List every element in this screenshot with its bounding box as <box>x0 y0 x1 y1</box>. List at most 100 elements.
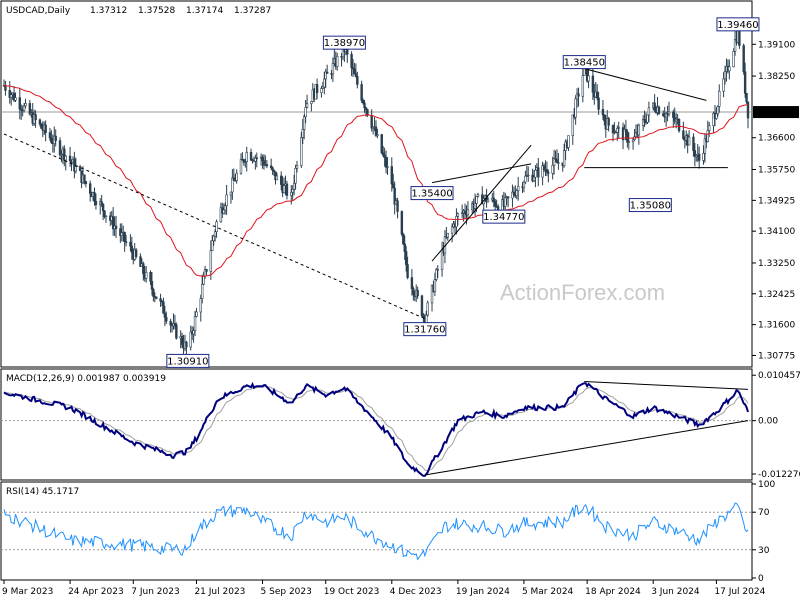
candle-body <box>223 205 227 211</box>
candle-body <box>380 134 383 154</box>
candle-body <box>219 207 223 223</box>
candle-body <box>547 172 550 174</box>
candle-body <box>571 114 574 136</box>
candle-body <box>577 93 580 97</box>
candle-body <box>104 215 108 217</box>
candle-body <box>254 157 257 162</box>
candle-body <box>455 216 458 228</box>
candle-body <box>643 119 646 123</box>
candle-body <box>9 94 13 98</box>
candle-body <box>54 135 57 141</box>
candle-body <box>213 231 217 237</box>
candle-body <box>426 302 429 316</box>
macd-tick-label: 0.00 <box>758 417 778 427</box>
candle-body <box>215 221 218 232</box>
candle-body <box>73 158 76 172</box>
candle-body <box>175 324 178 339</box>
candle-body <box>555 159 559 164</box>
candle-body <box>723 71 727 80</box>
date-tick-label: 7 Jun 2023 <box>131 587 179 597</box>
candle-body <box>83 174 86 182</box>
candle-body <box>692 136 695 151</box>
price-tick-label: 1.38250 <box>758 72 795 82</box>
candle-body <box>28 103 32 115</box>
candle-body <box>616 128 619 133</box>
candle-body <box>361 99 365 104</box>
ohlc-close: 1.37287 <box>234 6 271 16</box>
date-tick-label: 3 Jun 2024 <box>651 587 700 597</box>
rsi-layer <box>1 502 752 561</box>
candle-body <box>542 165 546 170</box>
candle-body <box>657 106 661 114</box>
price-tick-label: 1.34100 <box>758 227 795 237</box>
macd-trendline-top <box>584 381 749 390</box>
candle-body <box>265 164 269 167</box>
candle-body <box>101 203 105 212</box>
candle-body <box>664 113 668 118</box>
price-tick-label: 1.36600 <box>758 134 795 144</box>
ohlc-high: 1.37528 <box>138 6 175 16</box>
candle-body <box>222 209 225 214</box>
candle-body <box>667 111 671 115</box>
candle-body <box>119 228 122 236</box>
candle-body <box>541 165 544 178</box>
candle-body <box>169 320 172 326</box>
candle-body <box>420 295 424 317</box>
candle-body <box>697 153 701 161</box>
candle-body <box>193 316 197 331</box>
candle-body <box>504 197 507 207</box>
candle-body <box>383 154 386 158</box>
candle-body <box>212 235 215 241</box>
candle-body <box>155 296 158 299</box>
candle-body <box>595 91 599 99</box>
candle-body <box>64 155 67 161</box>
annotation-box <box>403 322 447 337</box>
candle-body <box>152 289 155 297</box>
candle-body <box>239 159 243 174</box>
candle-body <box>88 183 92 194</box>
candle-body <box>624 128 628 133</box>
candle-body <box>350 53 353 69</box>
candle-body <box>78 166 82 172</box>
candle-body <box>611 124 615 134</box>
candle-body <box>180 336 184 345</box>
annotation-label: 1.35400 <box>411 189 452 200</box>
candle-body <box>677 119 681 132</box>
candle-body <box>412 288 415 295</box>
candle-body <box>346 49 349 55</box>
candle-body <box>475 195 478 204</box>
macd-tick-label: 0.010457 <box>758 371 800 381</box>
candle-body <box>353 68 356 75</box>
candle-body <box>537 167 540 178</box>
annotation-box <box>322 35 366 50</box>
candle-body <box>244 161 247 163</box>
candle-body <box>745 93 748 103</box>
candle-body <box>22 105 26 111</box>
candle-body <box>14 97 17 101</box>
candle-body <box>58 140 62 156</box>
price-tick-label: 1.31600 <box>758 321 795 331</box>
macd-layer <box>1 381 752 477</box>
candle-body <box>511 191 514 199</box>
candle-body <box>732 51 735 68</box>
candle-body <box>301 128 304 138</box>
candle-body <box>159 298 162 302</box>
candle-body <box>235 172 238 181</box>
candle-body <box>364 107 368 110</box>
candle-body <box>473 203 477 209</box>
candle-body <box>354 73 358 77</box>
annotation-box <box>482 209 526 224</box>
rsi-tick-label: 0 <box>758 574 764 584</box>
candle-body <box>370 115 373 129</box>
macd-signal-line <box>3 385 749 472</box>
candle-body <box>209 250 213 272</box>
candle-body <box>601 109 605 116</box>
candle-body <box>623 128 626 141</box>
candle-body <box>173 322 177 326</box>
candle-body <box>574 98 577 118</box>
annotation-label: 1.35080 <box>630 201 671 212</box>
last-price-label: 1.37287 <box>756 108 793 118</box>
rsi-title: RSI(14) 45.1717 <box>6 487 79 497</box>
candle-body <box>139 256 142 267</box>
